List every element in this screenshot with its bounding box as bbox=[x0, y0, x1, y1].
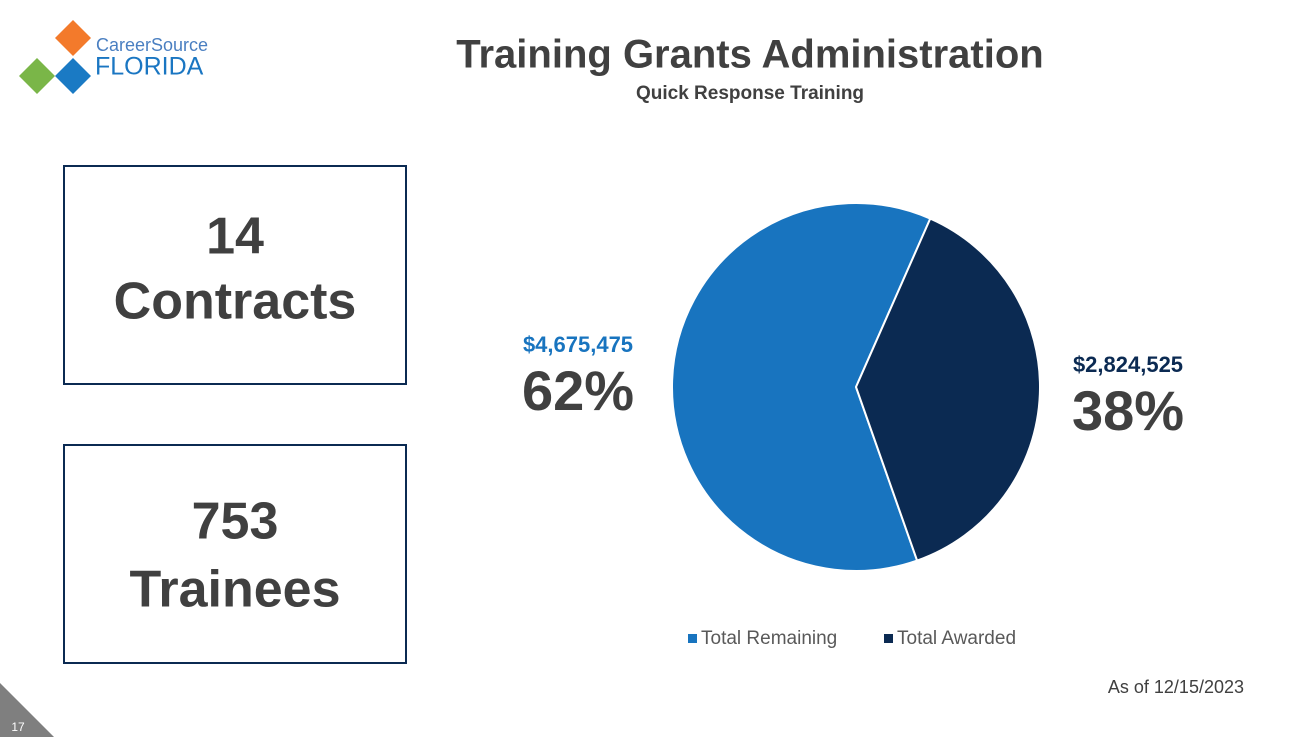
legend-swatch bbox=[688, 634, 697, 643]
legend-swatch bbox=[884, 634, 893, 643]
page-number: 17 bbox=[11, 720, 25, 734]
data-label: 62% bbox=[522, 359, 634, 422]
stat-number: 753 bbox=[192, 493, 279, 551]
logo-text: CareerSource bbox=[96, 35, 208, 55]
legend-label: Total Awarded bbox=[897, 628, 1016, 649]
amount-label: $4,675,475 bbox=[523, 332, 633, 357]
stat-label: Trainees bbox=[129, 561, 340, 619]
amount-label: $2,824,525 bbox=[1073, 352, 1183, 377]
logo-shape bbox=[55, 58, 91, 94]
stat-box bbox=[63, 165, 407, 385]
logo-shape bbox=[55, 20, 91, 56]
data-label: 38% bbox=[1072, 379, 1184, 442]
footnote: As of 12/15/2023 bbox=[1108, 677, 1244, 697]
stat-number: 14 bbox=[206, 208, 264, 266]
pie-slice bbox=[854, 217, 1041, 562]
chart-subtitle: Quick Response Training bbox=[636, 83, 864, 104]
stat-box bbox=[63, 444, 407, 664]
logo: CareerSource FLORIDA bbox=[19, 20, 208, 94]
corner bbox=[0, 683, 54, 737]
legend-label: Total Remaining bbox=[701, 628, 837, 649]
stat-label: Contracts bbox=[114, 273, 357, 331]
logo-shape bbox=[19, 58, 55, 94]
pie-slice bbox=[671, 202, 932, 572]
chart-title: Training Grants Administration bbox=[456, 33, 1043, 77]
logo-text: FLORIDA bbox=[95, 53, 204, 81]
